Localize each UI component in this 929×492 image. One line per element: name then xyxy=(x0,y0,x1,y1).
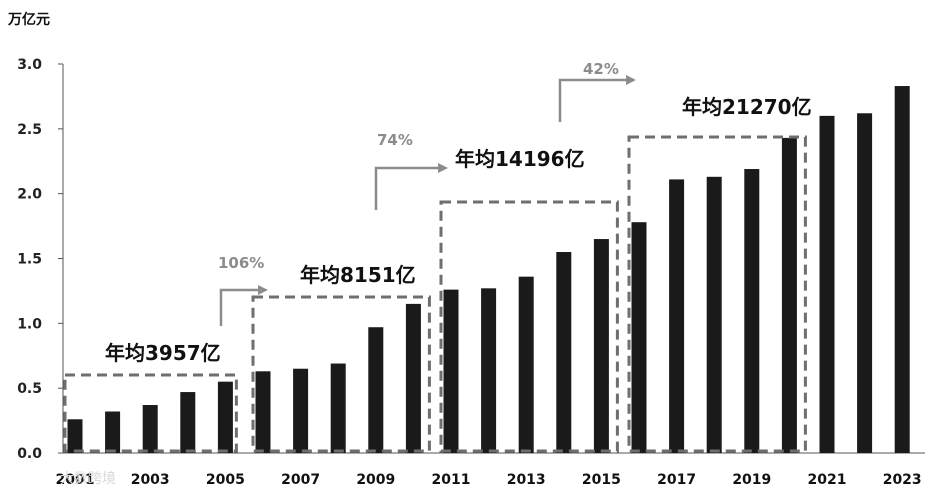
bar-2009 xyxy=(368,327,384,453)
bar-2011 xyxy=(443,289,459,453)
bar-2015 xyxy=(593,239,609,453)
y-tick-label: 2.0 xyxy=(17,187,42,203)
bar-2017 xyxy=(669,179,685,454)
bar-2005 xyxy=(217,381,233,453)
growth-label: 106% xyxy=(218,254,264,272)
bar-2013 xyxy=(518,276,534,453)
bar-2018 xyxy=(706,176,722,453)
growth-arrow xyxy=(558,78,628,122)
growth-arrowhead xyxy=(438,163,448,173)
x-tick-label: 2005 xyxy=(206,472,245,488)
period-box xyxy=(63,373,238,453)
bar-2016 xyxy=(631,222,647,453)
period-box xyxy=(627,135,807,453)
period-average-label: 年均8151亿 xyxy=(300,263,416,287)
y-tick-label: 1.0 xyxy=(17,316,42,332)
axes: 0.0 0.5 1.0 1.5 2.0 2.5 3.0 xyxy=(17,57,925,462)
y-tick-label: 2.5 xyxy=(17,122,42,138)
y-tick-label: 1.5 xyxy=(17,252,42,268)
bar-2021 xyxy=(819,115,835,453)
growth-arrow xyxy=(219,288,260,326)
growth-arrowhead xyxy=(258,285,268,295)
bar-2019 xyxy=(744,169,760,453)
x-tick-label: 2013 xyxy=(507,472,546,488)
bar-2006 xyxy=(255,371,271,453)
period-box xyxy=(439,200,619,453)
x-tick-label: 2017 xyxy=(657,472,696,488)
x-tick-label: 2009 xyxy=(356,472,395,488)
period-average-label: 年均3957亿 xyxy=(105,341,221,365)
x-tick-label: 2001 xyxy=(56,472,95,488)
y-tick-label: 0.0 xyxy=(17,446,42,462)
x-tick-label: 2011 xyxy=(432,472,471,488)
period-average-label: 年均14196亿 xyxy=(455,147,585,171)
x-tick-label: 2003 xyxy=(131,472,170,488)
bar-2020 xyxy=(781,137,797,453)
period-average-label: 年均21270亿 xyxy=(682,95,812,119)
growth-label: 42% xyxy=(583,60,619,78)
y-tick-label: 0.5 xyxy=(17,381,42,397)
y-axis-unit-label: 万亿元 xyxy=(7,11,50,28)
x-tick-label: 2007 xyxy=(281,472,320,488)
watermark: 大数跨境 xyxy=(60,471,116,487)
x-tick-label: 2023 xyxy=(883,472,922,488)
growth-arrowhead xyxy=(626,75,636,85)
x-tick-label: 2021 xyxy=(808,472,847,488)
y-tick-label: 3.0 xyxy=(17,57,42,73)
x-tick-label: 2015 xyxy=(582,472,621,488)
bar-2008 xyxy=(330,363,346,453)
growth-arrow xyxy=(374,166,440,210)
bar-2010 xyxy=(405,303,421,453)
bar-2001 xyxy=(67,419,83,453)
annotations: 年均3957亿 年均8151亿 年均14196亿 年均21270亿 106% 74% 42% xyxy=(63,60,812,453)
bar-2022 xyxy=(857,113,873,454)
bar-2007 xyxy=(293,368,309,453)
bar-2014 xyxy=(556,252,572,453)
bar-2003 xyxy=(142,405,158,453)
bar-2004 xyxy=(180,392,196,453)
bars: 2001 2003 2005 2007 2009 2011 2013 2015 2017 2019… xyxy=(56,86,922,488)
bar-2023 xyxy=(894,86,910,453)
period-box xyxy=(251,295,431,453)
growth-label: 74% xyxy=(377,131,413,149)
x-tick-label: 2019 xyxy=(732,472,771,488)
bar-2002 xyxy=(105,411,121,453)
bar-2012 xyxy=(481,288,497,453)
